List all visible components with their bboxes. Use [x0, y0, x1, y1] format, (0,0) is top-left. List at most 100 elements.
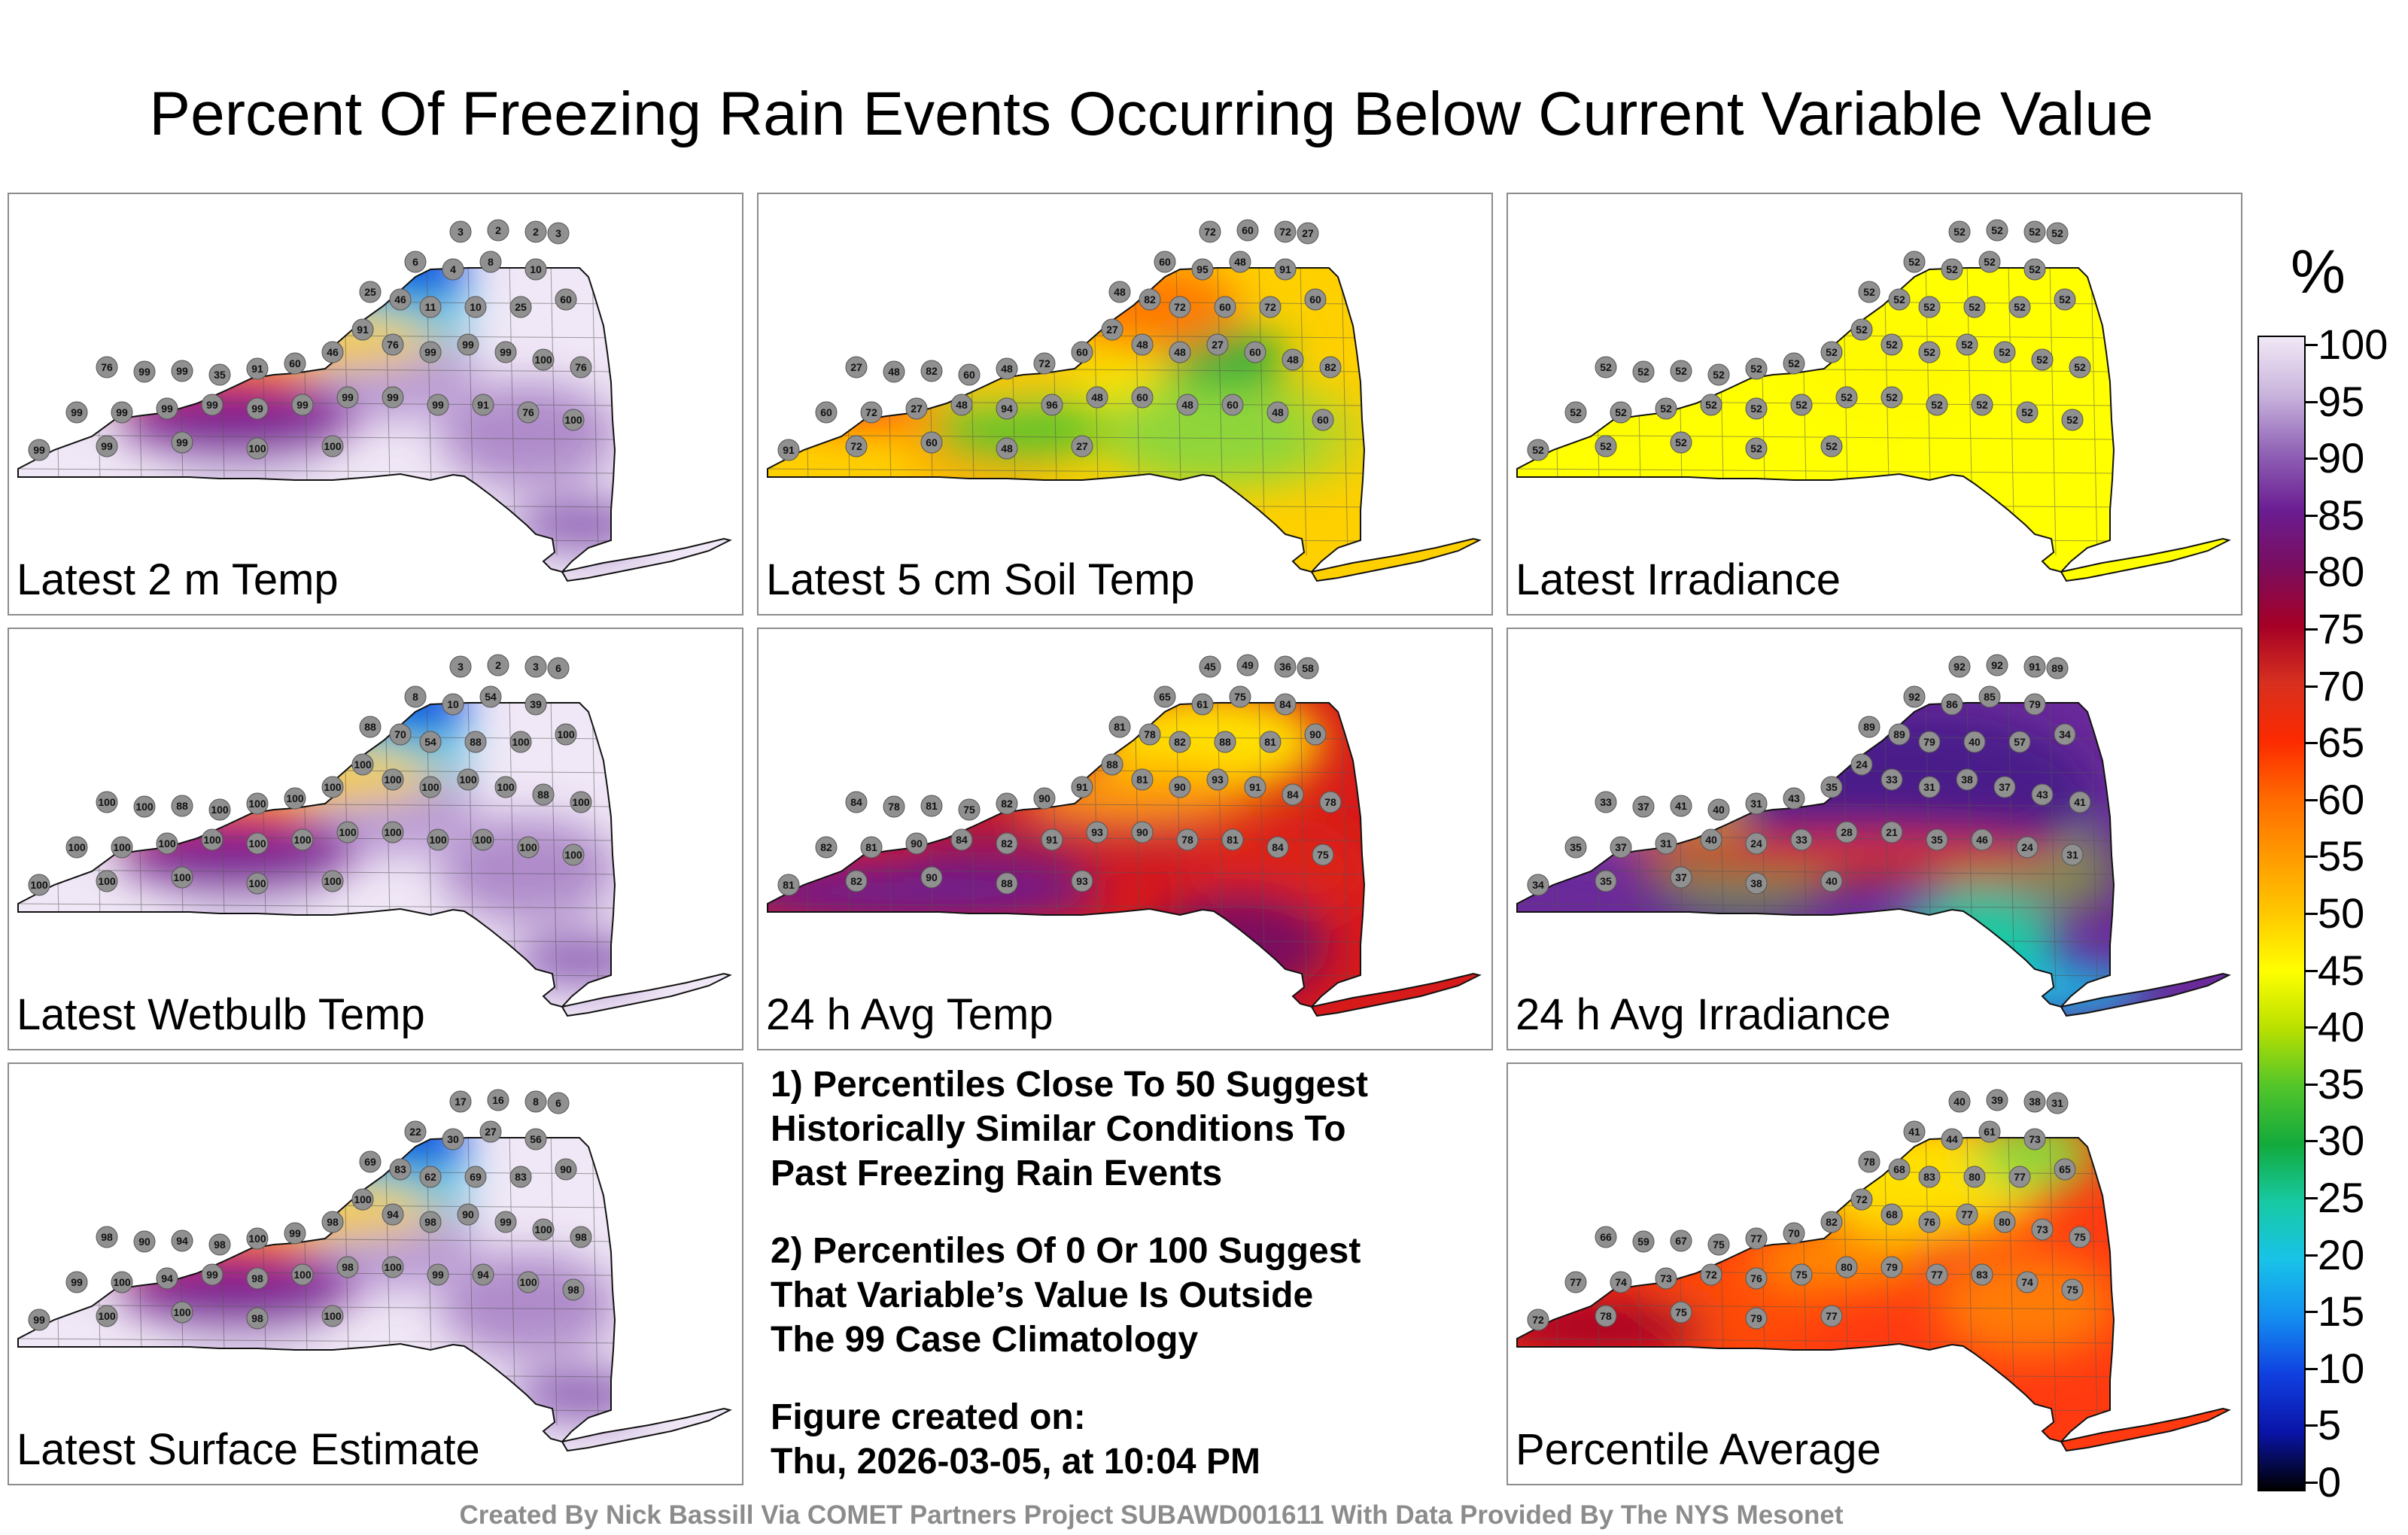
- station-value: 40: [1969, 736, 1981, 748]
- station-value: 100: [203, 834, 221, 846]
- station-value: 52: [1713, 369, 1725, 381]
- colorbar-tick: [2306, 856, 2318, 859]
- station-value: 35: [1931, 834, 1943, 846]
- station-marker: [419, 731, 442, 753]
- station-marker: [1971, 1263, 1993, 1286]
- station-value: 54: [424, 736, 436, 748]
- station-marker: [28, 439, 50, 461]
- station-value: 52: [1893, 293, 1905, 305]
- map-panel-soil-temp: 72 60 72 27 60 95 48 91 48 82 72 60 72 60 27 48 82 60 48 72…: [757, 193, 1493, 616]
- station-value: 100: [564, 849, 582, 861]
- station-marker: [1632, 360, 1655, 383]
- station-marker: [570, 356, 592, 378]
- station-value: 100: [248, 798, 266, 810]
- station-marker: [96, 870, 118, 892]
- station-value: 82: [1174, 736, 1186, 748]
- station-value: 48: [888, 366, 900, 378]
- station-value: 98: [424, 1216, 436, 1228]
- note-similar-conditions: 1) Percentiles Close To 50 Suggest Histo…: [771, 1065, 1369, 1193]
- station-value: 100: [512, 736, 530, 748]
- station-marker: [96, 791, 118, 813]
- station-marker: [201, 828, 223, 851]
- colorbar-tick: [2306, 1311, 2318, 1314]
- station-value: 76: [1750, 1272, 1762, 1284]
- station-marker: [1963, 296, 1986, 318]
- station-value: 99: [161, 403, 173, 415]
- station-value: 90: [462, 1208, 474, 1220]
- station-marker: [1745, 1307, 1768, 1330]
- state-outline: [561, 537, 732, 582]
- station-value: 59: [1637, 1236, 1649, 1248]
- station-value: 56: [530, 1133, 542, 1145]
- station-value: 35: [1826, 781, 1838, 793]
- station-value: 52: [1999, 346, 2011, 358]
- station-marker: [133, 1230, 156, 1253]
- station-value: 52: [2014, 301, 2026, 313]
- station-marker: [1835, 821, 1858, 843]
- colorbar-tick: [2306, 1424, 2318, 1427]
- station-value: 57: [2014, 736, 2026, 748]
- map-panel-irradiance: 52 52 52 52 52 52 52 52 52 52 52 52 52 52 52 52 52 52 52 52…: [1507, 193, 2242, 616]
- station-value: 52: [1615, 406, 1627, 418]
- station-value: 61: [1984, 1126, 1996, 1138]
- station-value: 46: [394, 293, 406, 305]
- station-value: 89: [2051, 662, 2063, 674]
- station-marker: [1041, 394, 1063, 416]
- colorbar-unit: %: [2291, 238, 2346, 306]
- station-value: 91: [251, 363, 263, 375]
- station-value: 41: [2074, 796, 2086, 808]
- station-marker: [1282, 783, 1304, 806]
- station-marker: [1850, 1188, 1873, 1211]
- station-marker: [524, 1128, 547, 1150]
- station-value: 84: [956, 834, 968, 846]
- station-marker: [524, 1090, 547, 1113]
- station-marker: [208, 363, 231, 386]
- station-value: 35: [214, 369, 226, 381]
- station-value: 52: [1886, 339, 1898, 351]
- station-marker: [1139, 723, 1161, 746]
- colorbar-tick-label: 95: [2318, 377, 2365, 425]
- colorbar-tick: [2306, 571, 2318, 574]
- station-value: 70: [1788, 1227, 1800, 1239]
- station-marker: [2031, 783, 2054, 806]
- colorbar-tick: [2306, 1482, 2318, 1484]
- station-marker: [171, 866, 193, 889]
- station-marker: [201, 394, 223, 416]
- station-marker: [845, 870, 868, 892]
- station-value: 100: [459, 774, 477, 786]
- station-marker: [1963, 731, 1986, 753]
- station-marker: [1918, 296, 1941, 318]
- station-marker: [1595, 435, 1617, 457]
- station-value: 52: [1856, 324, 1868, 336]
- station-value: 100: [572, 796, 590, 808]
- station-value: 27: [1076, 440, 1088, 452]
- station-marker: [1783, 787, 1805, 810]
- station-value: 69: [470, 1171, 482, 1183]
- station-value: 41: [1675, 800, 1687, 812]
- station-value: 52: [1931, 399, 1943, 411]
- station-value: 43: [1788, 792, 1800, 804]
- station-value: 92: [1908, 691, 1920, 703]
- station-value: 79: [1923, 736, 1935, 748]
- station-marker: [920, 795, 943, 817]
- station-value: 33: [1600, 796, 1612, 808]
- colorbar-tick-label: 80: [2318, 548, 2365, 596]
- station-marker: [111, 401, 133, 424]
- station-value: 60: [289, 357, 301, 369]
- station-value: 98: [214, 1239, 226, 1251]
- colorbar-tick-label: 20: [2318, 1230, 2365, 1278]
- station-marker: [351, 1188, 374, 1211]
- station-marker: [1745, 1227, 1768, 1250]
- station-marker: [1880, 821, 1903, 843]
- station-value: 100: [421, 781, 439, 793]
- station-value: 52: [2051, 227, 2063, 239]
- station-marker: [464, 296, 487, 318]
- station-value: 8: [488, 256, 494, 268]
- station-marker: [1610, 836, 1632, 859]
- station-value: 98: [101, 1231, 113, 1243]
- station-marker: [487, 219, 509, 242]
- colorbar-tick: [2306, 1083, 2318, 1086]
- station-value: 52: [2059, 293, 2071, 305]
- station-value: 98: [251, 1312, 263, 1324]
- station-value: 2: [495, 659, 501, 671]
